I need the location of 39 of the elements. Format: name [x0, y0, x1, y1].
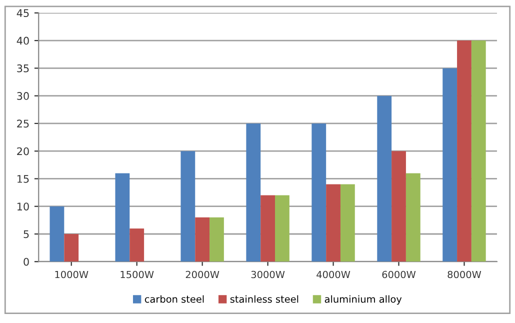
y-tick-label: 45	[16, 9, 29, 18]
bar	[50, 206, 64, 262]
y-tick-label: 40	[16, 36, 29, 45]
y-tick-label: 25	[17, 120, 29, 128]
bar	[377, 96, 392, 262]
bar	[326, 184, 340, 262]
bar	[392, 151, 406, 262]
bar	[457, 40, 472, 262]
x-tick-label: 2000W	[186, 270, 220, 278]
x-tick-label: 1000W	[55, 270, 88, 278]
y-tick-label: 30	[17, 92, 29, 100]
y-tick-label: 5	[24, 230, 29, 238]
x-tick-label: 1500W	[120, 270, 154, 278]
y-tick-label: 0	[24, 258, 29, 266]
y-tick-label: 15	[17, 175, 29, 183]
y-tick-label: 20	[17, 147, 29, 156]
bar	[340, 184, 355, 262]
x-tick-label: 4000W	[316, 270, 350, 278]
bar	[180, 151, 196, 262]
bar	[115, 173, 130, 262]
bar	[130, 228, 144, 262]
bar	[406, 173, 420, 262]
x-tick-label: 8000W	[448, 270, 482, 278]
bar	[275, 195, 290, 262]
legend-label: stainless steel	[230, 295, 298, 303]
bar	[442, 68, 458, 262]
legend-label: aluminium alloy	[324, 295, 402, 305]
x-tick-label: 6000W	[382, 270, 416, 278]
bar	[312, 123, 326, 262]
legend-label: carbon steel	[144, 295, 204, 303]
y-tick-label: 10	[17, 202, 29, 210]
bar	[246, 123, 261, 262]
bar	[210, 217, 224, 262]
bar	[260, 195, 276, 262]
y-tick-label: 35	[17, 64, 29, 72]
bar	[195, 217, 210, 262]
bar	[471, 40, 486, 262]
bar	[64, 234, 79, 262]
x-tick-label: 3000W	[251, 270, 285, 278]
